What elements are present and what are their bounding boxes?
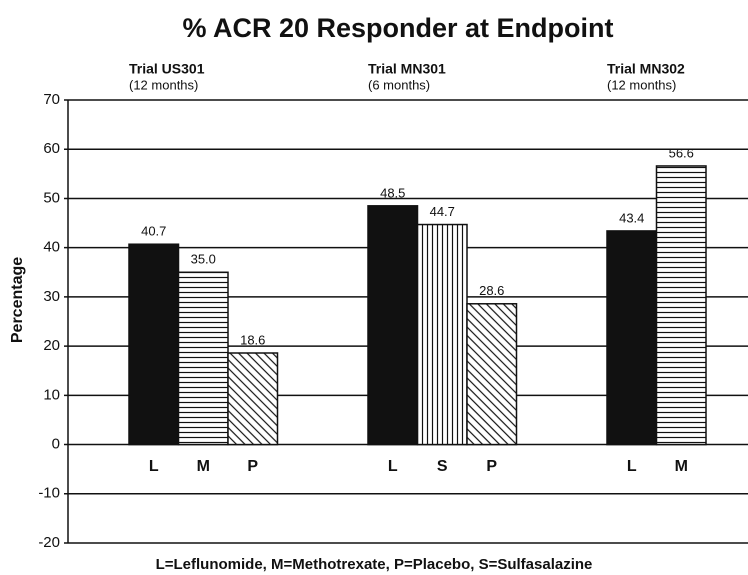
y-tick-label: -10 — [38, 485, 60, 502]
chart-title: % ACR 20 Responder at Endpoint — [182, 13, 613, 43]
value-label: 28.6 — [479, 283, 504, 298]
y-tick-label: 60 — [43, 140, 60, 157]
value-label: 48.5 — [380, 185, 405, 200]
group-subtitle: (12 months) — [129, 77, 198, 92]
y-tick-label: 40 — [43, 239, 60, 256]
y-tick-label: 20 — [43, 337, 60, 354]
y-tick-label: 50 — [43, 189, 60, 206]
x-tick-label: M — [675, 458, 688, 475]
x-tick-label: S — [437, 458, 448, 475]
footnote: L=Leflunomide, M=Methotrexate, P=Placebo… — [156, 556, 593, 573]
y-tick-label: 10 — [43, 386, 60, 403]
value-label: 44.7 — [430, 204, 455, 219]
value-label: 56.6 — [669, 145, 694, 160]
value-label: 43.4 — [619, 210, 644, 225]
x-tick-label: M — [197, 458, 210, 475]
x-tick-label: L — [388, 458, 398, 475]
value-label: 40.7 — [141, 224, 166, 239]
bar-fill — [227, 352, 279, 446]
y-tick-label: 70 — [43, 91, 60, 108]
bar-fill — [466, 303, 518, 446]
group-subtitle: (6 months) — [368, 77, 430, 92]
group-label: Trial MN302 — [607, 61, 685, 77]
value-label: 18.6 — [240, 332, 265, 347]
group-subtitle: (12 months) — [607, 77, 676, 92]
group-label: Trial MN301 — [368, 61, 446, 77]
bar-fill — [606, 230, 658, 446]
bar-fill — [416, 223, 468, 446]
value-label: 35.0 — [191, 252, 216, 267]
x-tick-label: P — [486, 458, 497, 475]
bar-fill — [177, 271, 229, 446]
y-tick-label: 0 — [52, 436, 60, 453]
bar-fill — [128, 243, 180, 446]
y-tick-label: 30 — [43, 288, 60, 305]
y-axis-label: Percentage — [9, 257, 26, 343]
y-tick-label: -20 — [38, 534, 60, 551]
x-tick-label: L — [149, 458, 159, 475]
x-tick-label: P — [247, 458, 258, 475]
x-tick-label: L — [627, 458, 637, 475]
bar-fill — [367, 205, 419, 446]
bar-fill — [655, 165, 707, 446]
group-label: Trial US301 — [129, 61, 205, 77]
